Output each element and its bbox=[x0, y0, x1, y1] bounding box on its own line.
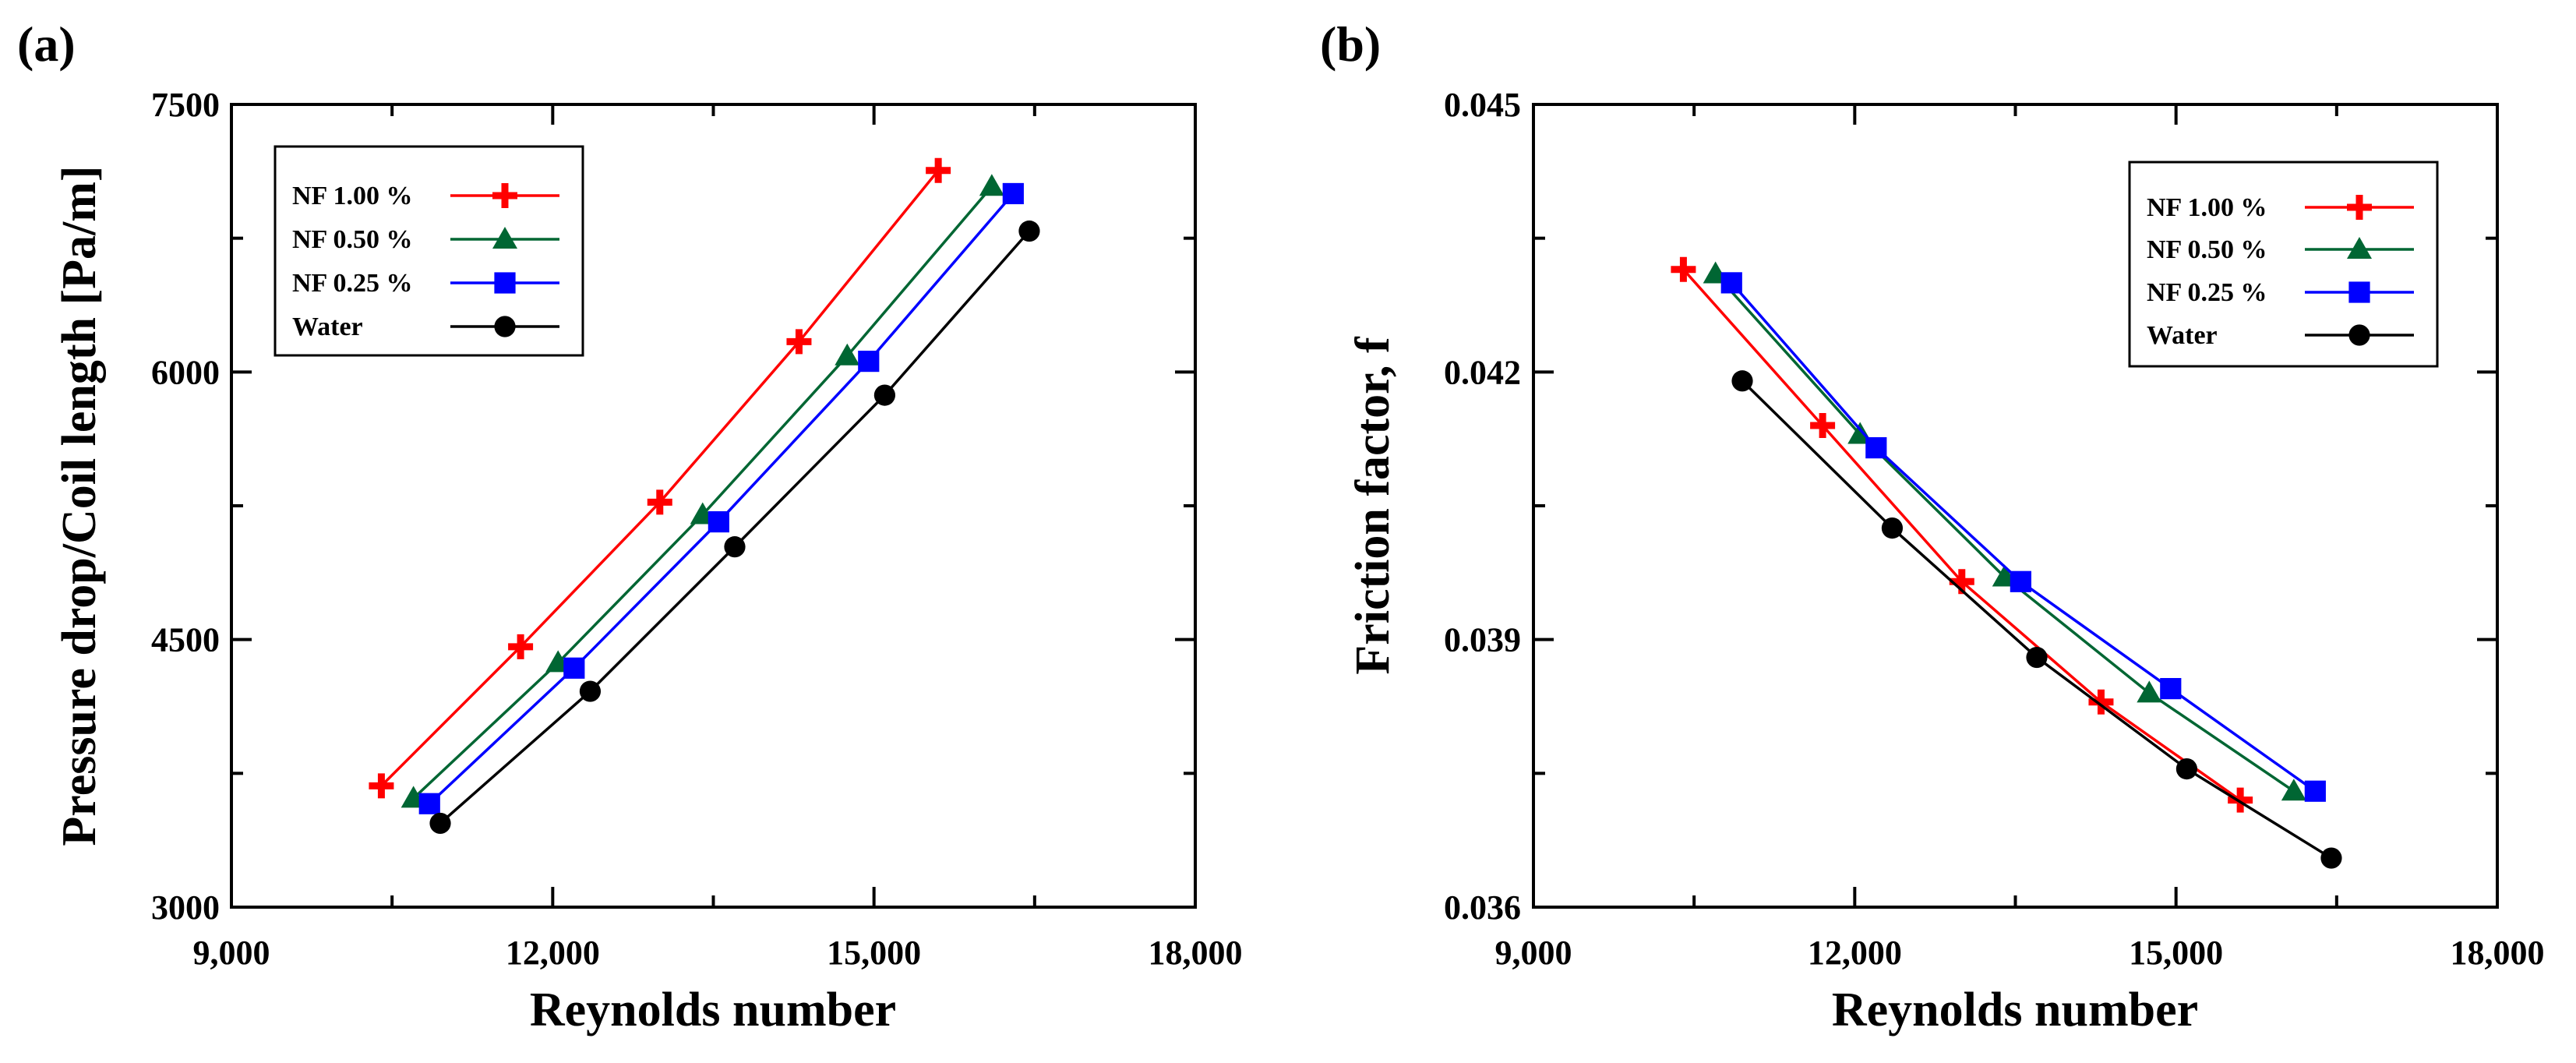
x-tick-label: 12,000 bbox=[506, 934, 600, 972]
data-point bbox=[2160, 678, 2182, 700]
legend-label-nf100: NF 1.00 % bbox=[2147, 193, 2267, 222]
legend-label-water: Water bbox=[2147, 321, 2218, 350]
data-point bbox=[2304, 780, 2326, 802]
data-point bbox=[2088, 689, 2114, 715]
legend-marker bbox=[2348, 281, 2370, 303]
legend-label-nf100: NF 1.00 % bbox=[292, 182, 413, 210]
panel-a-series bbox=[369, 157, 1040, 835]
x-tick-label: 18,000 bbox=[1149, 934, 1243, 972]
panel-b-y-tick-labels: 0.036 0.039 0.042 0.045 bbox=[1444, 86, 1521, 927]
data-point bbox=[2175, 758, 2198, 780]
data-point bbox=[429, 812, 451, 835]
data-point bbox=[2026, 646, 2048, 669]
legend-marker bbox=[2347, 237, 2372, 259]
data-point bbox=[858, 351, 880, 373]
y-tick-label: 6000 bbox=[151, 353, 220, 391]
data-point bbox=[1881, 517, 1904, 539]
panel-b-label: (b) bbox=[1320, 16, 1381, 72]
legend-label-nf050: NF 0.50 % bbox=[292, 225, 413, 254]
panel-a-legend-swatches bbox=[450, 183, 559, 337]
data-point bbox=[1671, 256, 1696, 282]
y-tick-label: 7500 bbox=[151, 86, 220, 124]
data-point bbox=[873, 384, 896, 406]
legend-box bbox=[2128, 161, 2439, 368]
data-point bbox=[647, 489, 672, 515]
data-point bbox=[1865, 437, 1887, 459]
data-point bbox=[724, 536, 746, 558]
panel-b-y-axis-title: Friction factor, f bbox=[1346, 336, 1399, 675]
x-tick-label: 9,000 bbox=[193, 934, 270, 972]
series-line bbox=[1741, 380, 2332, 860]
legend-label-water: Water bbox=[292, 313, 363, 341]
y-tick-label: 0.042 bbox=[1444, 353, 1521, 391]
panel-b-legend-swatches bbox=[2305, 195, 2414, 346]
data-point bbox=[926, 157, 951, 183]
series-water bbox=[1731, 370, 2342, 869]
data-point bbox=[2137, 680, 2162, 703]
series-nf-0-50 bbox=[401, 174, 1004, 808]
legend-marker bbox=[492, 183, 517, 208]
panel-b-ticks bbox=[1533, 104, 2497, 907]
x-tick-label: 18,000 bbox=[2451, 934, 2545, 972]
y-tick-label: 4500 bbox=[151, 621, 220, 659]
legend-box bbox=[273, 145, 584, 357]
legend-marker bbox=[2348, 324, 2370, 346]
legend-label-nf025: NF 0.25 % bbox=[2147, 278, 2267, 307]
panel-a-x-axis-title: Reynolds number bbox=[530, 984, 896, 1037]
data-point bbox=[708, 511, 729, 533]
data-point bbox=[563, 657, 585, 679]
x-tick-label: 9,000 bbox=[1495, 934, 1572, 972]
series-water bbox=[429, 220, 1040, 835]
y-tick-label: 0.045 bbox=[1444, 86, 1521, 124]
data-point bbox=[1810, 413, 1836, 438]
x-tick-label: 12,000 bbox=[1808, 934, 1902, 972]
data-point bbox=[2281, 779, 2306, 801]
data-point bbox=[508, 634, 534, 659]
y-tick-label: 0.036 bbox=[1444, 888, 1521, 927]
data-point bbox=[1731, 370, 1753, 392]
data-point bbox=[2320, 847, 2342, 869]
series-nf-0-25 bbox=[418, 182, 1024, 814]
panel-b-x-tick-labels: 9,000 12,000 15,000 18,000 bbox=[1495, 934, 2545, 972]
panel-b-series bbox=[1671, 256, 2342, 869]
legend-marker bbox=[492, 227, 517, 249]
legend-label-nf050: NF 0.50 % bbox=[2147, 235, 2267, 264]
series-nf-1-00 bbox=[369, 157, 951, 799]
data-point bbox=[835, 343, 860, 366]
data-point bbox=[786, 329, 812, 355]
panel-a-x-tick-labels: 9,000 12,000 15,000 18,000 bbox=[193, 934, 1243, 972]
y-tick-label: 0.039 bbox=[1444, 621, 1521, 659]
data-point bbox=[2010, 570, 2031, 592]
panel-a-legend: NF 1.00 % NF 0.50 % NF 0.25 % Water bbox=[273, 145, 584, 357]
panel-a-label: (a) bbox=[17, 16, 76, 72]
data-point bbox=[1018, 220, 1040, 242]
panel-b-legend: NF 1.00 % NF 0.50 % NF 0.25 % Water bbox=[2128, 161, 2439, 368]
panel-b-x-axis-title: Reynolds number bbox=[1832, 984, 2198, 1037]
data-point bbox=[1002, 182, 1024, 205]
series-nf-1-00 bbox=[1671, 256, 2253, 813]
data-point bbox=[2228, 787, 2253, 813]
data-point bbox=[369, 773, 394, 799]
data-point bbox=[979, 174, 1004, 196]
legend-marker bbox=[2347, 195, 2372, 220]
panel-a-pressure-drop: (a) 9,000 12,000 15,000 18,000 3000 4500… bbox=[17, 16, 1243, 1037]
panel-a-y-tick-labels: 3000 4500 6000 7500 bbox=[151, 86, 220, 927]
panel-a-ticks bbox=[231, 104, 1195, 907]
legend-label-nf025: NF 0.25 % bbox=[292, 269, 413, 298]
legend-marker bbox=[494, 316, 516, 337]
data-point bbox=[579, 680, 602, 702]
data-point bbox=[418, 793, 440, 814]
legend-marker bbox=[494, 272, 516, 294]
x-tick-label: 15,000 bbox=[827, 934, 921, 972]
panel-a-y-axis-title: Pressure drop/Coil length [Pa/m] bbox=[53, 165, 106, 846]
panel-b-friction-factor: (b) 9,000 12,000 15,000 18,000 0.036 0.0… bbox=[1320, 16, 2545, 1037]
y-tick-label: 3000 bbox=[151, 888, 220, 927]
x-tick-label: 15,000 bbox=[2129, 934, 2223, 972]
data-point bbox=[1720, 272, 1742, 294]
series-nf-0-25 bbox=[1720, 272, 2326, 802]
